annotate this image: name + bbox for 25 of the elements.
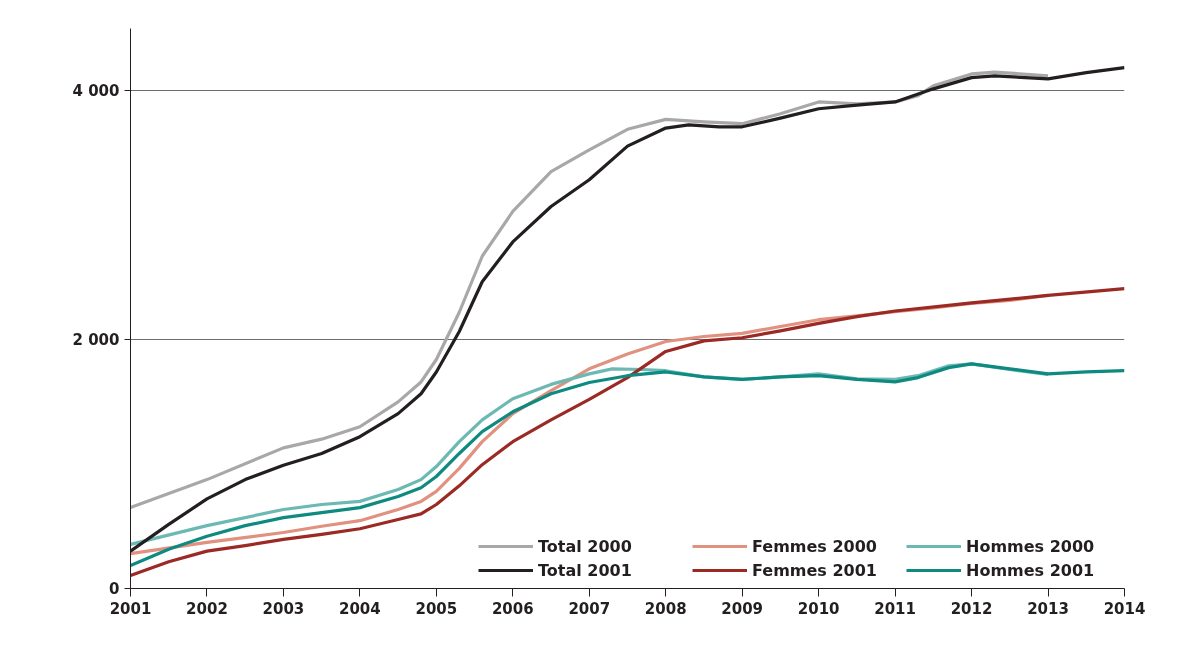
legend-label: Total 2001 — [538, 560, 633, 580]
line-series — [130, 286, 1125, 578]
line-series — [130, 70, 1050, 510]
x-tick-label: 2001 — [109, 599, 152, 618]
legend-label: Femmes 2000 — [752, 536, 878, 556]
x-tick-label: 2011 — [874, 599, 916, 618]
legend-label: Hommes 2001 — [966, 560, 1096, 580]
x-tick-label: 2012 — [950, 599, 993, 618]
x-tick-label: 2007 — [568, 599, 611, 618]
y-tick-label: 0 — [109, 579, 120, 598]
legend-label: Hommes 2000 — [966, 536, 1096, 556]
x-tick-label: 2004 — [339, 599, 381, 618]
x-tick-label: 2010 — [797, 599, 840, 618]
x-tick-label: 2002 — [186, 599, 228, 618]
y-tick-label: 2 000 — [72, 330, 120, 349]
x-tick-label: 2009 — [721, 599, 764, 618]
x-tick-label: 2005 — [415, 599, 458, 618]
x-tick-label: 2013 — [1027, 599, 1069, 618]
x-tick-label: 2003 — [262, 599, 305, 618]
x-tick-label: 2006 — [491, 599, 534, 618]
x-tick-label: 2008 — [644, 599, 687, 618]
x-tick-label: 2014 — [1103, 599, 1146, 618]
legend-label: Femmes 2001 — [752, 560, 878, 580]
legend-label: Total 2000 — [538, 536, 633, 556]
y-tick-label: 4 000 — [72, 81, 120, 100]
